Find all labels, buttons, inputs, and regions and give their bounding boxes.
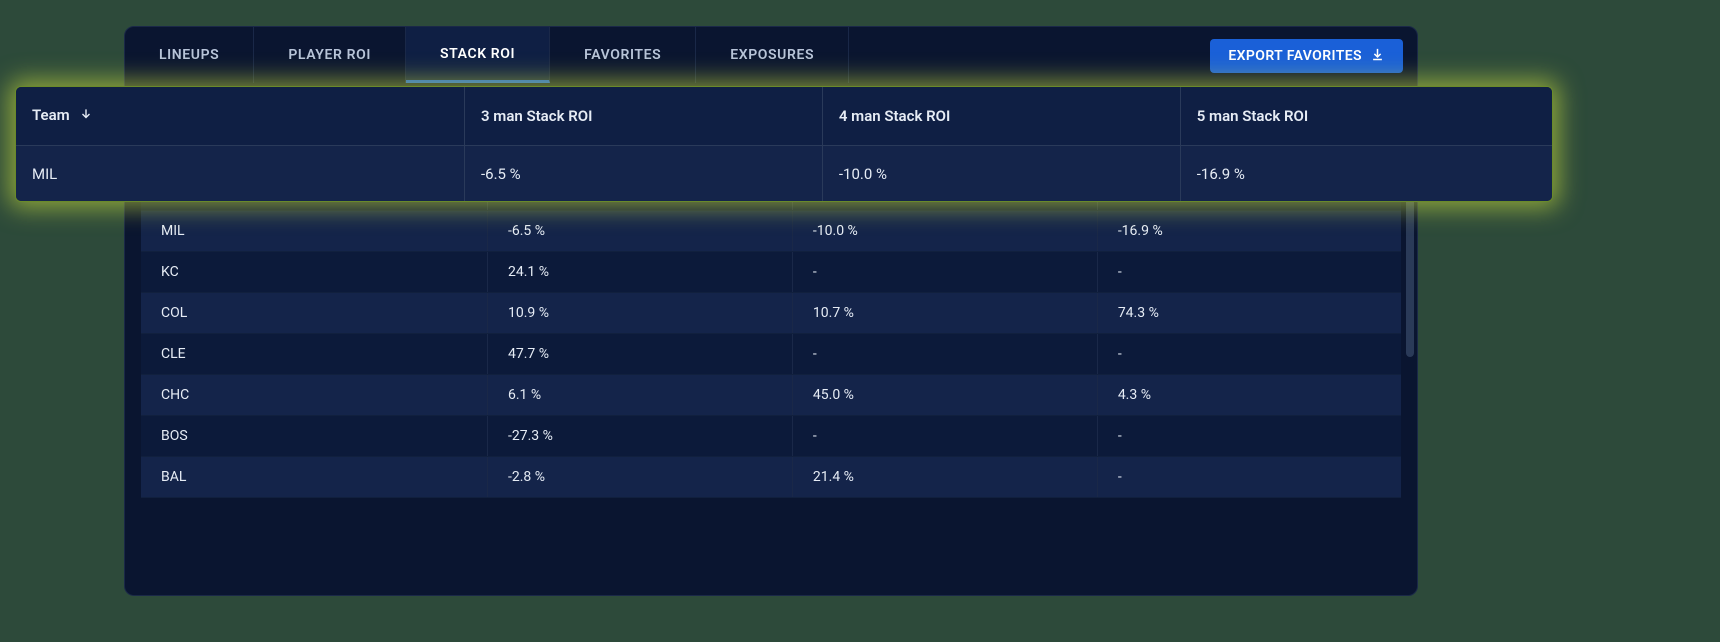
- table-row[interactable]: BAL-2.8 %21.4 %-: [141, 457, 1401, 498]
- table-row[interactable]: KC24.1 %--: [141, 252, 1401, 293]
- tab-favorites[interactable]: FAVORITES: [550, 27, 696, 83]
- export-favorites-button[interactable]: EXPORT FAVORITES: [1210, 39, 1403, 73]
- table-cell: 4.3 %: [1097, 375, 1401, 416]
- highlight-col-4man[interactable]: 4 man Stack ROI: [822, 87, 1180, 145]
- table-cell: COL: [141, 293, 488, 334]
- table-cell: -: [1097, 457, 1401, 498]
- highlight-cell-team: MIL: [16, 145, 465, 202]
- highlight-col-5man[interactable]: 5 man Stack ROI: [1180, 87, 1552, 145]
- table-cell: KC: [141, 252, 488, 293]
- table-cell: -: [1097, 334, 1401, 375]
- highlight-data-row[interactable]: MIL -6.5 % -10.0 % -16.9 %: [16, 145, 1552, 202]
- highlight-cell-4man: -10.0 %: [822, 145, 1180, 202]
- table-row[interactable]: COL10.9 %10.7 %74.3 %: [141, 293, 1401, 334]
- table-cell: 6.1 %: [488, 375, 793, 416]
- table-cell: -6.5 %: [488, 211, 793, 252]
- tab-exposures[interactable]: EXPOSURES: [696, 27, 849, 83]
- highlight-cell-5man: -16.9 %: [1180, 145, 1552, 202]
- table-cell: -10.0 %: [792, 211, 1097, 252]
- table-row[interactable]: CLE47.7 %--: [141, 334, 1401, 375]
- table-cell: 21.4 %: [792, 457, 1097, 498]
- table-cell: 24.1 %: [488, 252, 793, 293]
- table-cell: 74.3 %: [1097, 293, 1401, 334]
- highlight-col-team-label: Team: [32, 106, 70, 124]
- table-cell: CLE: [141, 334, 488, 375]
- export-favorites-label: EXPORT FAVORITES: [1228, 48, 1362, 64]
- table-cell: 10.7 %: [792, 293, 1097, 334]
- table-cell: -: [792, 334, 1097, 375]
- table-row[interactable]: MIL-6.5 %-10.0 %-16.9 %: [141, 211, 1401, 252]
- table-cell: BOS: [141, 416, 488, 457]
- table-cell: -: [1097, 416, 1401, 457]
- table-cell: -: [1097, 252, 1401, 293]
- table-cell: 10.9 %: [488, 293, 793, 334]
- highlight-col-3man[interactable]: 3 man Stack ROI: [465, 87, 823, 145]
- download-icon: [1370, 47, 1385, 66]
- table-cell: -2.8 %: [488, 457, 793, 498]
- table-cell: -16.9 %: [1097, 211, 1401, 252]
- tab-stack-roi[interactable]: STACK ROI: [406, 27, 550, 83]
- table-cell: 47.7 %: [488, 334, 793, 375]
- table-row[interactable]: CHC6.1 %45.0 %4.3 %: [141, 375, 1401, 416]
- table-row[interactable]: BOS-27.3 %--: [141, 416, 1401, 457]
- sort-desc-icon: [79, 107, 93, 125]
- tab-player-roi[interactable]: PLAYER ROI: [254, 27, 406, 83]
- table-cell: -27.3 %: [488, 416, 793, 457]
- highlight-header-row: Team 3 man Stack ROI 4 man Stack ROI 5 m…: [16, 87, 1552, 145]
- tab-lineups[interactable]: LINEUPS: [125, 27, 254, 83]
- highlight-cell-3man: -6.5 %: [465, 145, 823, 202]
- table-cell: 45.0 %: [792, 375, 1097, 416]
- highlight-col-team[interactable]: Team: [16, 87, 465, 145]
- table-cell: CHC: [141, 375, 488, 416]
- highlight-table: Team 3 man Stack ROI 4 man Stack ROI 5 m…: [16, 87, 1552, 202]
- highlighted-row-overlay: Team 3 man Stack ROI 4 man Stack ROI 5 m…: [15, 86, 1553, 202]
- tab-bar: LINEUPS PLAYER ROI STACK ROI FAVORITES E…: [125, 27, 1417, 83]
- table-cell: -: [792, 416, 1097, 457]
- table-cell: BAL: [141, 457, 488, 498]
- table-cell: MIL: [141, 211, 488, 252]
- table-cell: -: [792, 252, 1097, 293]
